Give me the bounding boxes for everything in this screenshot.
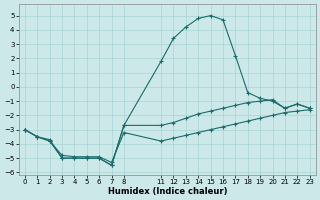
X-axis label: Humidex (Indice chaleur): Humidex (Indice chaleur): [108, 187, 227, 196]
